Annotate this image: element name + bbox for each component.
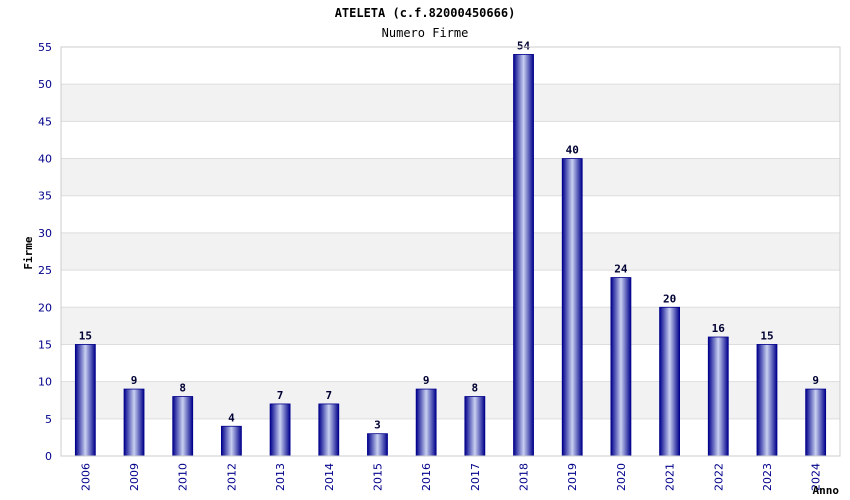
y-tick-label: 55 — [38, 41, 52, 54]
y-axis-label: Firme — [22, 236, 35, 269]
y-tick-label: 40 — [38, 153, 52, 166]
bar-2016 — [415, 388, 437, 457]
data-label-2016: 9 — [423, 374, 430, 387]
y-tick-label: 0 — [45, 450, 52, 463]
bar-2006 — [74, 344, 96, 457]
x-tick-label: 2018 — [518, 463, 531, 491]
x-tick-label: 2020 — [615, 463, 628, 491]
x-tick-label: 2022 — [712, 463, 725, 491]
y-tick-label: 15 — [38, 338, 52, 351]
bar-2017 — [464, 396, 486, 457]
bar-2019 — [561, 158, 583, 457]
x-axis-label: Anno — [813, 484, 840, 497]
x-tick-label: 2012 — [225, 463, 238, 491]
y-tick-label: 5 — [45, 413, 52, 426]
bar-2009 — [123, 388, 145, 457]
bar-2014 — [318, 403, 340, 457]
bar-2021 — [659, 306, 680, 457]
data-label-2010: 8 — [179, 382, 186, 395]
bar-2013 — [269, 403, 291, 457]
data-label-2020: 24 — [614, 263, 628, 276]
data-label-2012: 4 — [228, 411, 235, 424]
y-axis-ticks: 0 5 10 15 20 25 30 35 40 45 50 55 — [38, 41, 52, 463]
x-tick-label: 2016 — [420, 463, 433, 491]
bar-2010 — [172, 396, 194, 457]
y-tick-label: 20 — [38, 301, 52, 314]
y-tick-label: 10 — [38, 376, 52, 389]
x-tick-label: 2017 — [469, 463, 482, 491]
x-tick-label: 2009 — [128, 463, 141, 491]
data-label-2024: 9 — [812, 374, 819, 387]
data-label-2022: 16 — [712, 322, 726, 335]
x-tick-label: 2014 — [323, 463, 336, 491]
bar-2012 — [221, 425, 242, 457]
bar-2023 — [756, 344, 778, 457]
y-tick-label: 45 — [38, 115, 52, 128]
data-labels: 15 9 8 4 7 7 3 9 8 54 40 24 20 16 15 9 — [79, 39, 819, 431]
x-tick-label: 2019 — [566, 463, 579, 491]
chart-title: ATELETA (c.f.82000450666) — [335, 6, 516, 20]
x-tick-label: 2024 — [810, 463, 823, 491]
bar-2022 — [707, 336, 729, 457]
grid-band — [61, 232, 840, 271]
y-tick-label: 50 — [38, 78, 52, 91]
x-tick-label: 2021 — [664, 463, 677, 491]
data-label-2015: 3 — [374, 419, 381, 432]
x-tick-label: 2010 — [177, 463, 190, 491]
grid-band — [61, 158, 840, 196]
y-tick-label: 35 — [38, 190, 52, 203]
data-label-2019: 40 — [566, 144, 579, 157]
data-label-2018: 54 — [517, 39, 531, 52]
data-label-2006: 15 — [79, 329, 92, 342]
data-label-2023: 15 — [760, 329, 773, 342]
bar-2024 — [805, 388, 827, 457]
x-tick-label: 2006 — [79, 463, 92, 491]
chart-subtitle: Numero Firme — [382, 26, 469, 40]
x-tick-label: 2023 — [761, 463, 774, 491]
background-bands — [61, 84, 840, 419]
x-tick-label: 2015 — [371, 463, 384, 491]
bar-2018 — [513, 54, 534, 457]
x-axis-ticks: 2006 2009 2010 2012 2013 2014 2015 2016 2017 2018… — [79, 463, 822, 491]
data-label-2014: 7 — [325, 389, 332, 402]
data-label-2021: 20 — [663, 292, 676, 305]
x-tick-label: 2013 — [274, 463, 287, 491]
plot-frame — [60, 46, 841, 457]
bar-2015 — [367, 433, 388, 457]
bar-2020 — [610, 277, 632, 457]
grid-band — [61, 84, 840, 122]
data-label-2013: 7 — [277, 389, 284, 402]
data-label-2017: 8 — [472, 382, 479, 395]
y-tick-label: 30 — [38, 227, 52, 240]
y-tick-label: 25 — [38, 264, 52, 277]
data-label-2009: 9 — [131, 374, 138, 387]
bars — [74, 54, 827, 457]
